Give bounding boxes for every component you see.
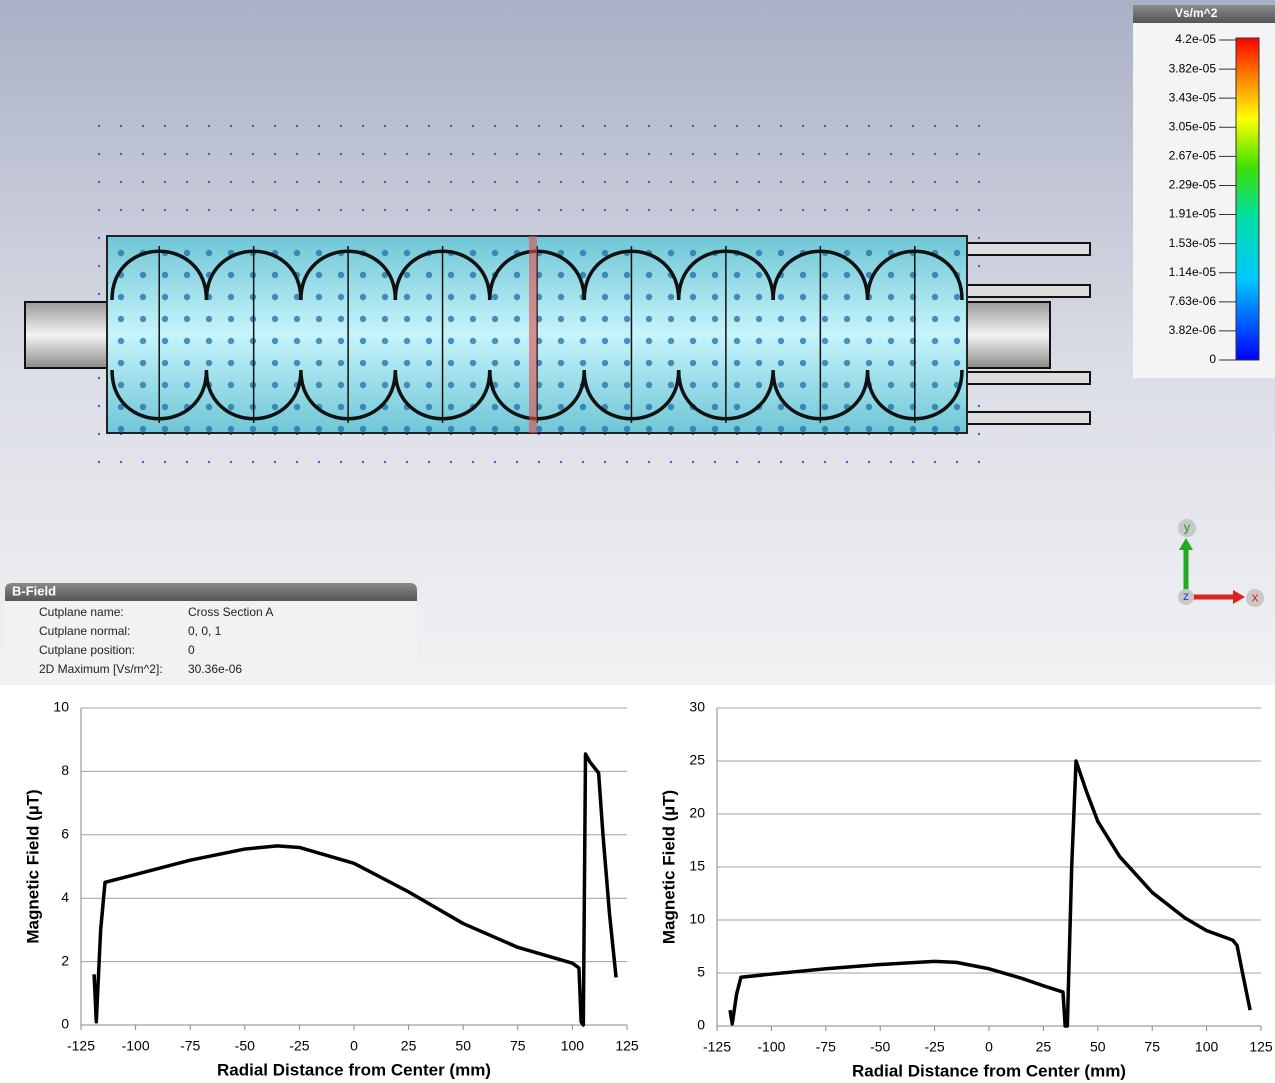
x-tick-label: 0 <box>985 1039 993 1055</box>
coupler <box>964 242 1091 256</box>
y-tick-label: 0 <box>697 1017 705 1033</box>
info-key: Cutplane normal: <box>39 624 130 638</box>
x-tick-label: 25 <box>401 1038 417 1054</box>
info-title: B-Field <box>12 583 56 598</box>
info-value: Cross Section A <box>188 605 273 619</box>
x-tick-label: -25 <box>924 1039 944 1055</box>
info-value: 30.36e-06 <box>188 662 242 676</box>
colorbar-label: 3.43e-05 <box>1169 90 1217 104</box>
colorbar-gradient <box>1235 37 1260 361</box>
y-axis-title: Magnetic Field (µT) <box>23 789 42 943</box>
colorbar-label: 3.82e-05 <box>1169 61 1217 75</box>
x-tick-label: 25 <box>1036 1039 1052 1055</box>
y-tick-label: 8 <box>61 762 69 778</box>
x-tick-label: 0 <box>350 1038 358 1054</box>
info-key: Cutplane position: <box>39 643 135 657</box>
y-tick-label: 15 <box>689 858 705 874</box>
x-tick-label: -125 <box>67 1038 95 1054</box>
y-tick-label: 20 <box>689 805 705 821</box>
y-axis-letter: y <box>1184 519 1191 534</box>
x-axis-title: Radial Distance from Center (mm) <box>852 1061 1126 1080</box>
coupler <box>964 411 1091 425</box>
y-tick-label: 30 <box>689 699 705 715</box>
colorbar-label: 1.91e-05 <box>1169 207 1217 221</box>
colorbar-label: 4.2e-05 <box>1175 32 1216 46</box>
z-axis-badge <box>1178 589 1194 605</box>
x-tick-label: 100 <box>561 1038 585 1054</box>
y-tick-label: 6 <box>61 826 69 842</box>
x-tick-label: -100 <box>757 1039 785 1055</box>
colorbar-label: 2.67e-05 <box>1169 149 1217 163</box>
x-tick-label: -25 <box>289 1038 309 1054</box>
y-tick-label: 10 <box>53 699 69 715</box>
coupler <box>964 371 1091 385</box>
y-tick-label: 10 <box>689 911 705 927</box>
colorbar-label: 3.05e-05 <box>1169 119 1217 133</box>
x-tick-label: -75 <box>816 1039 836 1055</box>
x-tick-label: 100 <box>1195 1039 1219 1055</box>
colorbar-label: 2.29e-05 <box>1169 178 1217 192</box>
beam-pipe-right <box>964 301 1051 369</box>
info-value: 0 <box>188 643 195 657</box>
y-tick-label: 2 <box>61 952 69 968</box>
data-line <box>728 759 1252 1028</box>
data-line <box>92 752 618 1027</box>
colorbar-header <box>1133 5 1275 23</box>
y-tick-label: 5 <box>697 964 705 980</box>
coupler <box>964 284 1091 298</box>
x-axis-letter: x <box>1252 589 1259 604</box>
x-tick-label: 75 <box>1144 1039 1160 1055</box>
axes-triad: y z x <box>1178 519 1264 607</box>
beam-pipe-left <box>24 301 111 369</box>
colorbar-label: 1.14e-05 <box>1169 265 1217 279</box>
x-tick-label: 50 <box>1090 1039 1106 1055</box>
x-tick-label: 50 <box>455 1038 471 1054</box>
arrow-head <box>1233 590 1245 604</box>
colorbar-label: 3.82e-06 <box>1169 323 1217 337</box>
info-value: 0, 0, 1 <box>188 624 222 638</box>
x-axis-title: Radial Distance from Center (mm) <box>217 1060 491 1079</box>
y-tick-label: 4 <box>61 889 69 905</box>
x-tick-label: 75 <box>510 1038 526 1054</box>
x-tick-label: 125 <box>1249 1039 1273 1055</box>
colorbar-title: Vs/m^2 <box>1175 6 1218 20</box>
y-tick-label: 0 <box>61 1016 69 1032</box>
colorbar-label: 1.53e-05 <box>1169 236 1217 250</box>
arrow-head <box>1179 538 1193 550</box>
info-key: Cutplane name: <box>39 605 124 619</box>
cutplane <box>529 236 537 433</box>
x-tick-label: -125 <box>703 1039 731 1055</box>
x-tick-label: 125 <box>615 1038 639 1054</box>
colorbar-label: 7.63e-06 <box>1169 294 1217 308</box>
y-tick-label: 25 <box>689 752 705 768</box>
x-tick-label: -50 <box>870 1039 890 1055</box>
x-tick-label: -75 <box>180 1038 200 1054</box>
x-axis-badge <box>1246 589 1264 607</box>
info-header <box>5 583 417 601</box>
x-tick-label: -100 <box>122 1038 150 1054</box>
info-key: 2D Maximum [Vs/m^2]: <box>39 662 163 676</box>
y-axis-title: Magnetic Field (µT) <box>659 790 678 944</box>
x-tick-label: -50 <box>235 1038 255 1054</box>
y-axis-badge <box>1178 519 1196 537</box>
z-axis-letter: z <box>1183 589 1189 603</box>
colorbar-label: 0 <box>1209 352 1216 366</box>
